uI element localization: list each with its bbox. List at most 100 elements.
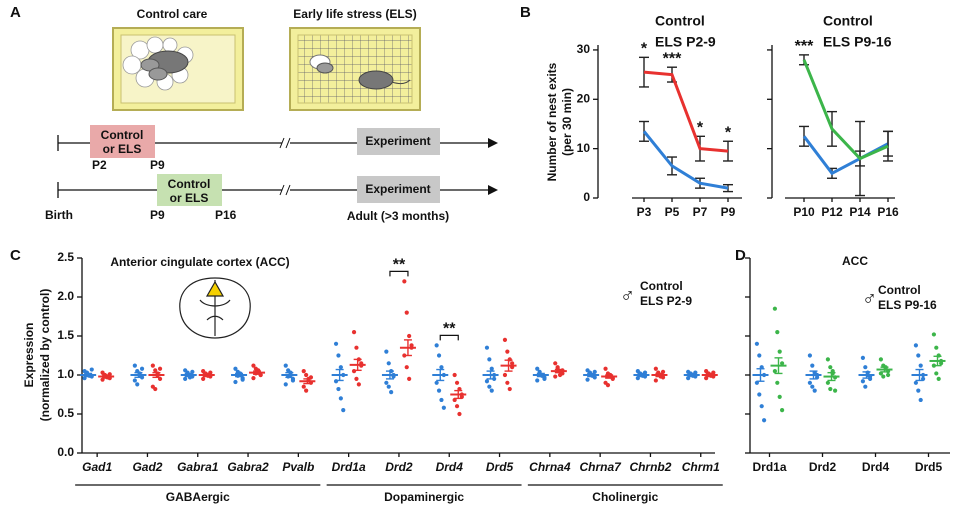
x-tick-label: Chrm1	[682, 460, 720, 474]
data-point	[484, 379, 490, 384]
data-point	[825, 357, 831, 362]
data-point	[505, 349, 510, 354]
box-text: Control	[101, 128, 144, 142]
data-point	[860, 379, 866, 384]
data-point	[233, 366, 238, 371]
data-point	[290, 378, 296, 383]
box-text: or ELS	[170, 191, 209, 205]
data-point	[386, 361, 391, 366]
chart-title: Anterior cingulate cortex (ACC)	[110, 255, 289, 269]
x-tick-label: Pvalb	[282, 460, 314, 474]
data-point	[283, 363, 288, 368]
x-tick-label: Drd5	[915, 460, 943, 474]
data-point	[333, 341, 339, 346]
x-tick-label: P3	[637, 205, 652, 219]
data-point	[772, 306, 778, 311]
data-point	[407, 376, 412, 381]
group-label: Dopaminergic	[384, 490, 464, 504]
significance: ***	[663, 50, 682, 67]
x-tick-label: Chrna4	[529, 460, 571, 474]
data-point	[439, 397, 444, 403]
significance: ***	[795, 38, 814, 55]
brain-icon	[179, 277, 251, 339]
x-tick-label: Gabra2	[227, 460, 269, 474]
data-point	[301, 384, 306, 389]
significance: **	[443, 321, 456, 338]
x-tick-label: Drd2	[385, 460, 413, 474]
legend-entry: ELS P9-16	[878, 298, 937, 312]
data-point	[139, 366, 145, 371]
data-point	[918, 397, 923, 403]
data-point	[828, 386, 833, 392]
data-point	[150, 363, 155, 368]
group-label: Cholinergic	[592, 490, 658, 504]
significance: **	[393, 257, 406, 274]
panel-label: A	[10, 4, 21, 21]
data-point	[201, 376, 206, 381]
data-point	[135, 382, 140, 387]
y-tick-label: 1.5	[57, 328, 74, 342]
experiment-label: Experiment	[365, 182, 430, 196]
x-tick-label: P5	[665, 205, 680, 219]
x-tick-label: P10	[793, 205, 815, 219]
data-point	[535, 366, 540, 371]
legend-entry: Control	[878, 283, 921, 297]
data-point	[183, 376, 188, 381]
data-point	[775, 330, 780, 335]
y-tick-label: 20	[577, 91, 591, 105]
data-point	[825, 380, 831, 385]
experiment-label: Experiment	[365, 134, 430, 148]
data-point	[404, 310, 409, 315]
data-point	[807, 380, 813, 385]
data-point	[603, 366, 608, 371]
y-tick-label: 10	[577, 141, 591, 155]
data-point	[153, 368, 158, 373]
data-point	[132, 378, 137, 383]
data-point	[338, 396, 343, 401]
x-tick-label: Drd1a	[332, 460, 366, 474]
x-tick-label: P9	[721, 205, 736, 219]
data-point	[457, 411, 462, 417]
data-point	[434, 343, 439, 348]
data-point	[754, 341, 760, 346]
x-tick-label: Drd4	[862, 460, 890, 474]
data-point	[384, 380, 389, 385]
data-point	[810, 384, 815, 389]
sex-symbol: ♂	[620, 284, 635, 306]
panel-label: D	[735, 247, 746, 264]
data-point	[863, 365, 868, 370]
data-point	[557, 372, 563, 378]
data-point	[807, 353, 813, 358]
data-point	[301, 369, 306, 374]
data-point	[341, 408, 346, 413]
data-point	[605, 383, 611, 388]
data-point	[336, 386, 341, 392]
data-point	[487, 384, 492, 389]
data-point	[916, 353, 921, 358]
panel-label: B	[520, 4, 531, 21]
data-point	[931, 332, 937, 337]
significance-bracket	[389, 270, 409, 277]
data-point	[404, 365, 409, 370]
box-text: or ELS	[103, 142, 142, 156]
y-axis-label: Expression	[22, 323, 36, 388]
data-point	[775, 380, 780, 385]
x-tick-label: P16	[877, 205, 899, 219]
x-tick-label: Drd2	[809, 460, 837, 474]
box-text: Control	[168, 177, 211, 191]
y-tick-label: 2.0	[57, 289, 74, 303]
els-cage	[289, 27, 421, 111]
data-point	[489, 366, 494, 371]
timeline-label: Adult (>3 months)	[347, 209, 449, 223]
data-point	[233, 379, 238, 385]
data-point	[777, 394, 782, 399]
data-point	[354, 376, 359, 381]
x-tick-label: P7	[693, 205, 708, 219]
significance: *	[697, 120, 704, 137]
data-point	[336, 353, 341, 358]
cage-title: Control care	[137, 7, 208, 21]
data-point	[354, 345, 359, 350]
timeline-label: Birth	[45, 208, 73, 222]
x-tick-label: Drd5	[486, 460, 514, 474]
data-point	[502, 372, 508, 378]
